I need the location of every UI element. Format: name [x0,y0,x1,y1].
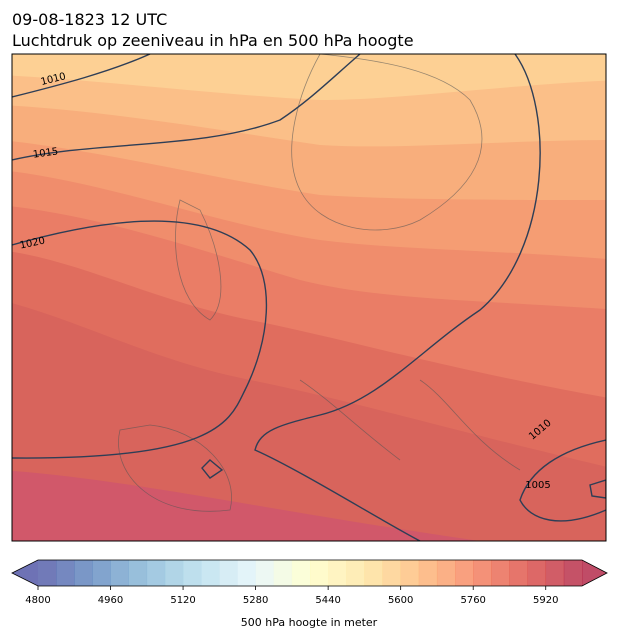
colorbar-segment [146,560,166,586]
colorbar-extend-low [12,560,38,586]
colorbar-tick-label: 5120 [170,595,195,606]
isobar-label: 1015 [32,146,59,160]
colorbar-tick-label: 5760 [460,595,485,606]
colorbar-segment [346,560,365,586]
title: 09-08-1823 12 UTC [12,10,167,29]
colorbar-tick-label: 5280 [243,595,268,606]
colorbar-segment [509,560,528,586]
colorbar-segment [237,560,256,586]
colorbar-segment [255,560,275,586]
isobar [12,54,151,98]
colorbar-tick-label: 4960 [98,595,123,606]
colorbar-segment [92,560,111,586]
colorbar-segment [183,560,202,586]
height-band [12,470,480,541]
colorbar-segment [310,560,329,586]
colorbar-segment [563,560,583,586]
colorbar-segment [364,560,383,586]
colorbar-segment [418,560,438,586]
colorbar-segment [400,560,420,586]
colorbar-segment [491,560,510,586]
colorbar-segment [291,560,311,586]
colorbar-segment [328,560,347,586]
colorbar-label: 500 hPa hoogte in meter [241,616,378,629]
colorbar-tick-label: 5600 [388,595,413,606]
coastline [118,54,521,512]
colorbar-segment [164,560,184,586]
colorbar-extend-high [582,560,607,586]
colorbar-outline [11,559,608,587]
isobar [12,54,361,161]
colorbar-segment [436,560,456,586]
isobar [519,439,606,522]
colorbar-segment [56,560,75,586]
colorbar-segment [273,560,293,586]
colorbar-segment [38,560,57,586]
colorbar-segment [74,560,93,586]
colorbar-segment [219,560,238,586]
isobar [12,220,268,459]
colorbar-tick-label: 4800 [25,595,50,606]
isobar-label: 1020 [19,236,46,252]
colorbar-segment [473,560,492,586]
map-frame [11,53,607,542]
colorbar-segment [110,560,129,586]
colorbar-segment [382,560,401,586]
colorbar-segment [455,560,474,586]
colorbar-segment [527,560,547,586]
isobar [254,54,541,541]
colorbar-segment [201,560,220,586]
colorbar-tick-label: 5920 [533,595,558,606]
colorbar: 4800 4960 5120 5280 5440 5600 5760 5920 [11,559,608,606]
isobar [201,459,606,499]
colorbar-segment [128,560,148,586]
subtitle: Luchtdruk op zeeniveau in hPa en 500 hPa… [12,31,414,50]
colorbar-segment [545,560,565,586]
colorbar-tick-label: 5440 [315,595,340,606]
isobar-label: 1005 [525,480,550,491]
